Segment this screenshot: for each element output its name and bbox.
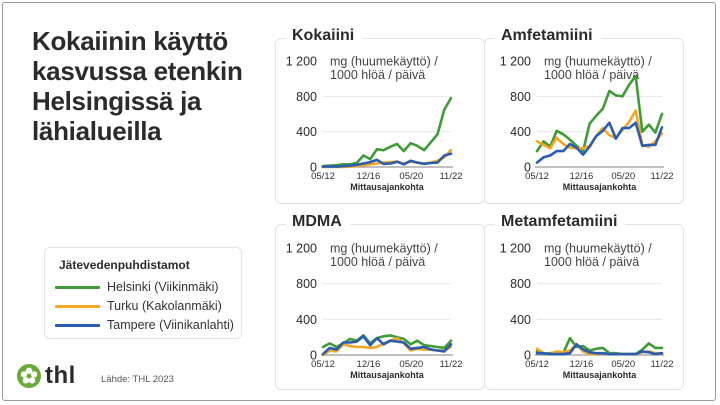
chart-panel-metamfetamiini: Metamfetamiini xyxy=(484,213,684,390)
legend-label: Turku (Kakolanmäki) xyxy=(107,299,222,313)
legend-swatch-tampere xyxy=(55,323,100,327)
thl-logo: thl xyxy=(17,364,76,388)
legend-swatch-helsinki xyxy=(55,285,100,289)
chart-panel-mdma: MDMA xyxy=(275,213,485,390)
chart-panel-kokaiini: Kokaiini xyxy=(275,27,485,204)
legend-label: Helsinki (Viikinmäki) xyxy=(107,280,219,294)
thl-flower-icon xyxy=(17,364,41,388)
chart-title: Metamfetamiini xyxy=(495,213,626,231)
logo-text: thl xyxy=(45,362,76,389)
legend-item-turku: Turku (Kakolanmäki) xyxy=(55,297,222,315)
legend-label: Tampere (Viinikanlahti) xyxy=(107,318,234,332)
legend-item-helsinki: Helsinki (Viikinmäki) xyxy=(55,278,219,296)
legend-swatch-turku xyxy=(55,304,100,308)
page-title: Kokaiinin käyttö kasvussa etenkin Helsin… xyxy=(32,26,243,146)
slide-frame xyxy=(2,2,716,401)
chart-title: Kokaiini xyxy=(286,27,363,45)
legend-item-tampere: Tampere (Viinikanlahti) xyxy=(55,316,234,334)
source-note: Lähde: THL 2023 xyxy=(101,374,174,385)
legend-title: Jätevedenpuhdistamot xyxy=(59,258,190,272)
legend: Jätevedenpuhdistamot Helsinki (Viikinmäk… xyxy=(44,247,242,339)
chart-title: Amfetamiini xyxy=(495,27,601,45)
chart-panel-amfetamiini: Amfetamiini xyxy=(484,27,684,204)
chart-title: MDMA xyxy=(286,213,350,231)
